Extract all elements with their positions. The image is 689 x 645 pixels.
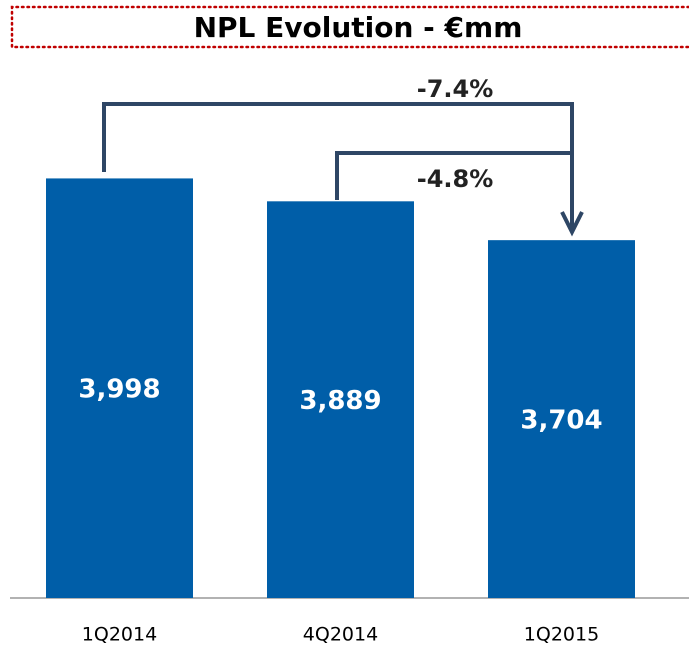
- chart-title: NPL Evolution - €mm: [194, 11, 523, 44]
- x-tick-label: 4Q2014: [303, 624, 378, 645]
- value-label: 3,704: [520, 406, 602, 436]
- bar: [488, 240, 635, 598]
- bracket: [335, 151, 572, 200]
- bar: [267, 201, 414, 598]
- title-frame: [10, 5, 689, 49]
- bar: [46, 178, 193, 599]
- value-label: 3,889: [299, 386, 381, 416]
- value-label: 3,998: [78, 375, 160, 405]
- x-tick-label: 1Q2014: [82, 624, 157, 645]
- x-tick-label: 1Q2015: [524, 624, 599, 645]
- annotation: -7.4%: [417, 75, 494, 103]
- bracket: [102, 102, 574, 230]
- annotation: -4.8%: [417, 165, 494, 193]
- arrow-head: [560, 211, 584, 237]
- comparison-brackets: [102, 102, 584, 237]
